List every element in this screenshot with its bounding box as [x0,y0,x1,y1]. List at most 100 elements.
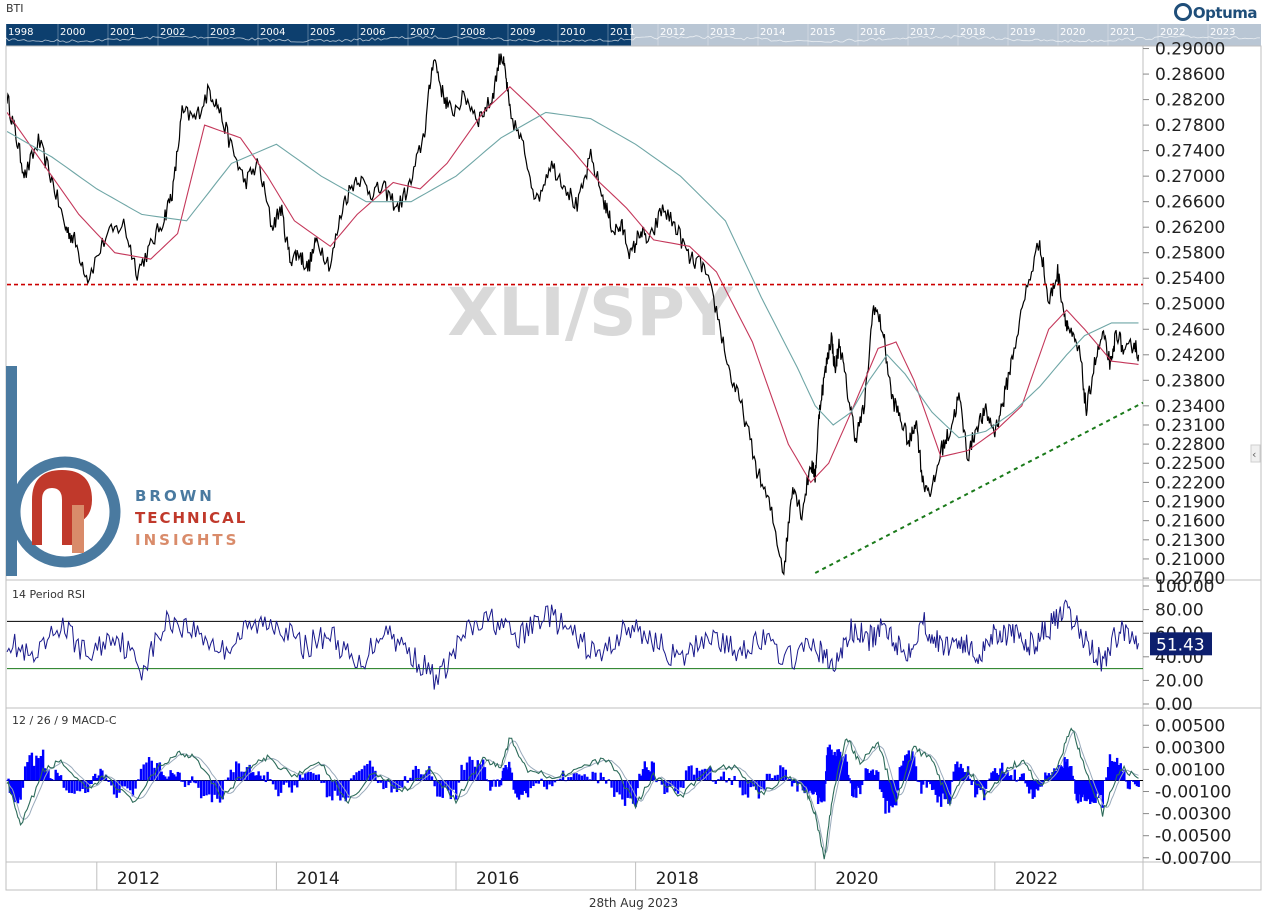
macd-hist-bar [787,778,790,781]
macd-hist-bar [643,761,646,781]
macd-hist-bar [1106,767,1110,781]
macd-hist-bar [852,780,855,798]
macd-hist-bar [695,767,699,781]
macd-hist-bar [993,768,997,781]
macd-hist-bar [1035,780,1038,790]
macd-hist-bar [1013,769,1016,781]
macd-hist-bar [409,777,412,781]
macd-hist-bar [765,773,769,781]
macd-hist-bar [1090,780,1094,802]
macd-hist-bar [293,780,296,786]
macd-hist-bar [296,780,299,788]
macd-hist-bar [190,776,194,781]
macd-hist-bar [333,780,337,791]
macd-hist-bar [1027,780,1031,794]
macd-title: 12 / 26 / 9 MACD-C [12,714,117,727]
macd-hist-bar [411,769,415,781]
macd-hist-bar [70,780,74,794]
macd-hist-bar [551,780,554,787]
macd-hist-bar [514,780,517,794]
macd-hist-bar [240,771,243,781]
navigator-year-label: 2011 [610,27,635,38]
macd-hist-bar [741,780,744,796]
macd-hist-bar [229,769,233,781]
macd-hist-bar [773,775,777,781]
y-tick-label: 0.27000 [1155,167,1225,187]
macd-hist-bar [722,771,726,781]
macd-hist-bar [1029,780,1033,790]
macd-hist-bar [871,769,875,781]
macd-hist-bar [613,780,616,797]
macd-hist-bar [285,780,288,783]
macd-hist-bar [873,774,876,781]
macd-hist-bar [975,780,979,795]
navigator-year-label: 2007 [410,27,435,38]
macd-hist-bar [1080,780,1084,798]
chart-date: 28th Aug 2023 [588,896,679,910]
macd-hist-bar [842,756,846,781]
macd-hist-bar [936,780,939,803]
macd-hist-bar [496,779,499,781]
macd-hist-bar [47,769,50,781]
brand-logo-mark [32,470,92,545]
macd-hist-bar [347,780,350,798]
macd-hist-bar [679,780,682,788]
macd-hist-bar [938,780,941,797]
macd-hist-bar [264,780,268,783]
macd-hist-bar [192,780,196,783]
macd-hist-bar [979,780,982,791]
macd-hist-bar [833,751,836,781]
y-tick-label: 0.22500 [1155,454,1225,474]
macd-hist-bar [798,780,801,784]
macd-hist-bar [314,774,318,781]
macd-hist-bar [1002,772,1006,781]
macd-hist-bar [358,770,361,781]
macd-hist-bar [387,780,391,782]
macd-hist-bar [325,780,329,798]
x-tick-label: 2018 [656,869,699,889]
macd-hist-bar [182,780,185,782]
chevron-left-icon: ‹ [1252,448,1256,461]
macd-hist-bar [754,780,758,790]
macd-hist-bar [164,776,167,781]
macd-hist-bar [178,772,181,781]
y-tick-label: 0.26600 [1155,193,1225,213]
macd-y-tick-label: 0.00500 [1155,716,1225,736]
macd-hist-bar [733,775,736,781]
macd-hist-bar [187,780,190,786]
macd-hist-bar [532,780,535,787]
macd-hist-bar [312,773,315,781]
macd-hist-bar [331,780,334,801]
macd-y-tick-label: -0.00500 [1155,827,1231,847]
macd-hist-bar [578,774,581,781]
macd-hist-bar [636,780,639,789]
macd-hist-bar [336,780,339,796]
macd-hist-bar [18,780,21,798]
macd-hist-bar [139,768,143,781]
navigator-year-label: 2021 [1110,27,1135,38]
macd-hist-bar [269,779,272,781]
macd-hist-bar [112,780,116,795]
macd-hist-bar [1082,780,1085,795]
macd-hist-bar [599,772,602,781]
macd-hist-bar [674,780,677,792]
y-tick-label: 0.28600 [1155,65,1225,85]
macd-hist-bar [1004,773,1008,781]
macd-hist-bar [1059,764,1062,781]
macd-hist-bar [556,779,559,781]
macd-hist-bar [50,778,54,781]
macd-hist-bar [929,780,932,785]
macd-hist-bar [95,777,99,781]
macd-hist-bar [471,759,474,781]
macd-hist-bar [341,780,345,798]
macd-hist-bar [382,780,385,790]
macd-hist-bar [1135,780,1139,787]
y-tick-label: 0.25400 [1155,269,1225,289]
macd-hist-bar [862,780,866,781]
macd-hist-bar [1099,780,1103,795]
macd-hist-bar [32,765,36,781]
macd-hist-bar [355,772,358,781]
macd-hist-bar [988,778,991,781]
macd-hist-bar [494,780,497,787]
